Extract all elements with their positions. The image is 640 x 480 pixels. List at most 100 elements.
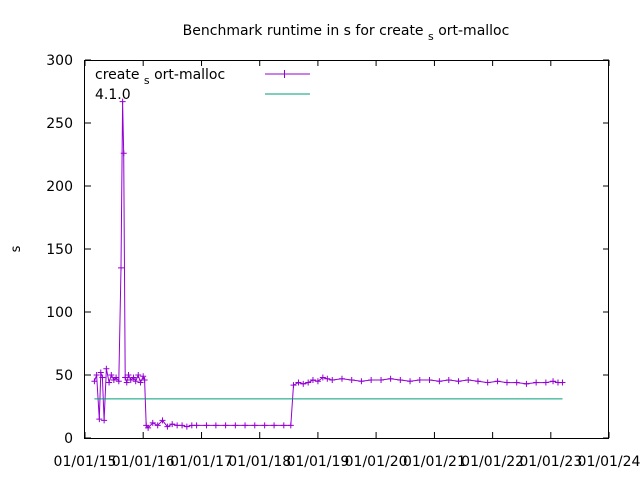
data-point — [271, 422, 278, 429]
data-point — [416, 377, 423, 384]
data-point — [137, 379, 144, 386]
data-point — [203, 422, 210, 429]
chart-title-tail: ort-malloc — [438, 23, 509, 39]
legend-label-main-text: create — [95, 67, 144, 83]
data-point — [127, 377, 134, 384]
y-tick-label: 200 — [46, 179, 73, 195]
data-point — [145, 424, 152, 431]
data-point — [135, 372, 142, 378]
data-point — [154, 422, 161, 429]
data-point — [309, 377, 316, 384]
data-point — [251, 422, 258, 429]
data-point — [280, 422, 287, 429]
data-point — [93, 372, 100, 378]
chart-title-main: Benchmark runtime in s for create — [183, 23, 424, 39]
data-point — [108, 372, 115, 378]
data-point — [407, 378, 414, 385]
data-point — [103, 365, 110, 372]
data-point — [455, 378, 462, 385]
data-point — [494, 378, 501, 385]
data-point — [101, 417, 108, 424]
series-lines — [91, 98, 566, 431]
data-point — [232, 422, 239, 429]
data-point — [445, 377, 452, 384]
y-tick-label: 250 — [46, 116, 73, 132]
data-point — [550, 378, 557, 385]
data-point — [290, 382, 297, 389]
x-tick-label: 01/01/24 — [578, 454, 640, 470]
data-point — [140, 373, 147, 380]
data-point — [533, 379, 540, 386]
data-point — [242, 422, 249, 429]
data-point — [300, 380, 307, 387]
x-tick-label: 01/01/18 — [228, 454, 291, 470]
chart-title: Benchmark runtime in s for create s ort-… — [183, 23, 510, 44]
data-point — [183, 423, 190, 430]
data-point — [141, 377, 148, 384]
data-point — [426, 377, 433, 384]
data-point — [169, 421, 176, 428]
data-point — [397, 377, 404, 384]
y-tick-label: 50 — [55, 368, 73, 384]
data-point — [523, 380, 530, 387]
data-point — [125, 372, 132, 378]
data-point — [96, 416, 103, 423]
data-point — [91, 378, 98, 385]
data-point — [329, 377, 336, 384]
data-point — [212, 422, 219, 429]
data-point — [314, 378, 321, 385]
data-point — [106, 379, 113, 386]
x-tick-label: 01/01/17 — [170, 454, 233, 470]
data-point — [559, 379, 566, 386]
data-point — [368, 377, 375, 384]
data-point — [305, 379, 312, 386]
y-tick-label: 300 — [46, 53, 73, 69]
data-point — [387, 375, 394, 382]
data-point — [193, 422, 200, 429]
data-point — [287, 422, 294, 429]
data-point — [542, 379, 549, 386]
legend-label-main-tail: ort-malloc — [150, 67, 226, 83]
legend-label-reference: 4.1.0 — [95, 87, 131, 103]
legend-label-main-sub: s — [144, 74, 150, 87]
x-tick-label: 01/01/19 — [286, 454, 349, 470]
x-tick-label: 01/01/21 — [403, 454, 466, 470]
data-point — [118, 264, 125, 271]
data-point — [295, 379, 302, 386]
data-point — [465, 377, 472, 384]
data-point — [123, 379, 130, 386]
data-point — [348, 377, 355, 384]
y-tick-label: 150 — [46, 242, 73, 258]
plot-frame — [84, 60, 609, 439]
data-point — [378, 377, 385, 384]
data-point — [324, 375, 331, 382]
data-point — [115, 378, 122, 385]
data-point — [119, 98, 126, 105]
data-point — [164, 423, 171, 430]
data-point — [436, 378, 443, 385]
data-point — [179, 422, 186, 429]
x-tick-label: 01/01/23 — [519, 454, 582, 470]
data-point — [474, 378, 481, 385]
data-point — [97, 369, 104, 376]
legend-marker-main — [280, 70, 289, 78]
x-tick-label: 01/01/16 — [112, 454, 175, 470]
y-axis-label: s — [9, 245, 24, 252]
data-point — [513, 379, 520, 386]
data-point — [484, 379, 491, 386]
data-point — [120, 150, 127, 157]
data-point — [130, 374, 137, 381]
data-point — [132, 378, 139, 385]
data-point — [99, 374, 106, 381]
data-point — [338, 375, 345, 382]
axis-ticks: 05010015020025030001/01/1501/01/1601/01/… — [46, 53, 640, 470]
x-tick-label: 01/01/20 — [345, 454, 408, 470]
data-point — [319, 374, 326, 381]
x-tick-label: 01/01/15 — [54, 454, 117, 470]
data-point — [113, 374, 120, 381]
legend-label-main: create s ort-malloc — [95, 67, 225, 87]
data-point — [358, 378, 365, 385]
data-point — [503, 379, 510, 386]
